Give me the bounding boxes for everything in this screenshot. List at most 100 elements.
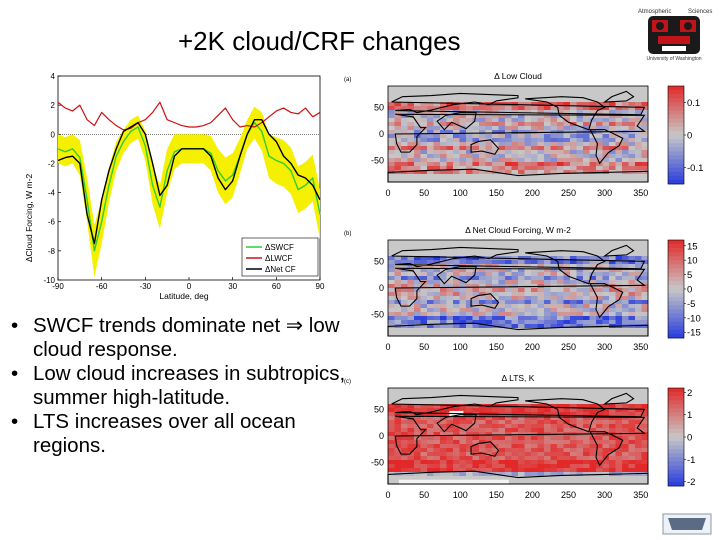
- map-cell: [511, 436, 519, 441]
- map-cell: [596, 86, 603, 91]
- map-cell: [459, 154, 467, 159]
- map-cell: [589, 94, 597, 99]
- map-cell: [427, 464, 434, 469]
- map-cell: [635, 388, 642, 393]
- map-cell: [609, 276, 616, 281]
- map-cell: [596, 118, 603, 123]
- map-cell: [407, 98, 415, 103]
- map-cell: [492, 468, 499, 473]
- map-cell: [641, 146, 649, 151]
- map-cell: [492, 424, 499, 429]
- map-cell: [589, 468, 597, 473]
- map-cell: [589, 296, 597, 301]
- map-cell: [498, 126, 506, 131]
- map-cell: [498, 162, 506, 167]
- map-cell: [537, 424, 545, 429]
- map-cell: [440, 142, 447, 147]
- map-cell: [433, 154, 441, 159]
- map-cell: [602, 288, 610, 293]
- map-cell: [505, 304, 512, 309]
- map-cell: [459, 98, 467, 103]
- map-cell: [518, 316, 525, 321]
- map-cell: [420, 122, 428, 127]
- map-cell: [401, 448, 408, 453]
- map-cell: [492, 308, 499, 313]
- map-cell: [433, 272, 441, 277]
- map-cell: [622, 320, 629, 325]
- map-cell: [596, 388, 603, 393]
- map-cell: [583, 460, 590, 465]
- map-cell: [414, 166, 421, 171]
- map-cell: [466, 396, 473, 401]
- map-cell: [622, 300, 629, 305]
- map-cell: [466, 456, 473, 461]
- map-cell: [635, 296, 642, 301]
- map-cell: [550, 388, 558, 393]
- map-x-tick-label: 50: [419, 188, 429, 198]
- map-cell: [498, 436, 506, 441]
- map-cell: [433, 476, 441, 481]
- map-cell: [628, 480, 636, 485]
- map-cell: [615, 98, 623, 103]
- map-cell: [596, 404, 603, 409]
- bullet-item: • SWCF trends dominate net ⇒ low cloud re…: [8, 314, 348, 362]
- map-cell: [414, 276, 421, 281]
- map-cell: [388, 276, 395, 281]
- map-cell: [459, 126, 467, 131]
- map-cell: [563, 308, 571, 313]
- map-cell: [511, 296, 519, 301]
- map-cell: [498, 114, 506, 119]
- map-cell: [576, 280, 584, 285]
- map-cell: [511, 162, 519, 167]
- map-cell: [479, 114, 486, 119]
- map-cell: [524, 138, 532, 143]
- map-cell: [531, 256, 538, 261]
- map-cell: [505, 312, 512, 317]
- map-cell: [518, 248, 525, 253]
- map-cell: [388, 158, 395, 163]
- map-cell: [563, 408, 571, 413]
- map-cell: [583, 178, 590, 183]
- map-cell: [641, 292, 649, 297]
- map-cell: [557, 424, 564, 429]
- map-cell: [446, 118, 454, 123]
- map-cell: [472, 260, 480, 265]
- map-cell: [596, 392, 603, 397]
- map-cell: [570, 154, 577, 159]
- map-cell: [641, 328, 649, 333]
- map-cell: [583, 98, 590, 103]
- map-cell: [524, 404, 532, 409]
- map-cell: [401, 404, 408, 409]
- map-cell: [563, 324, 571, 329]
- map-cell: [472, 476, 480, 481]
- map-cell: [622, 432, 629, 437]
- map-cell: [394, 320, 402, 325]
- map-cell: [446, 142, 454, 147]
- map-cell: [524, 170, 532, 175]
- map-cell: [485, 158, 493, 163]
- map-cell: [472, 240, 480, 245]
- map-cell: [472, 316, 480, 321]
- map-cell: [466, 468, 473, 473]
- map-cell: [635, 154, 642, 159]
- map-cell: [609, 166, 616, 171]
- map-cell: [479, 158, 486, 163]
- map-cell: [628, 146, 636, 151]
- map-cell: [628, 162, 636, 167]
- map-x-tick-label: 300: [597, 490, 612, 500]
- map-cell: [420, 178, 428, 183]
- map-cell: [563, 272, 571, 277]
- map-cell: [446, 432, 454, 437]
- map-cell: [440, 392, 447, 397]
- map-cell: [524, 332, 532, 337]
- map-cell: [407, 142, 415, 147]
- map-cell: [420, 324, 428, 329]
- map-cell: [472, 428, 480, 433]
- map-cell: [583, 138, 590, 143]
- map-cell: [609, 86, 616, 91]
- map-cell: [537, 252, 545, 257]
- map-cell: [628, 114, 636, 119]
- map-x-tick-label: 300: [597, 342, 612, 352]
- coastline: [394, 267, 647, 307]
- map-cell: [492, 130, 499, 135]
